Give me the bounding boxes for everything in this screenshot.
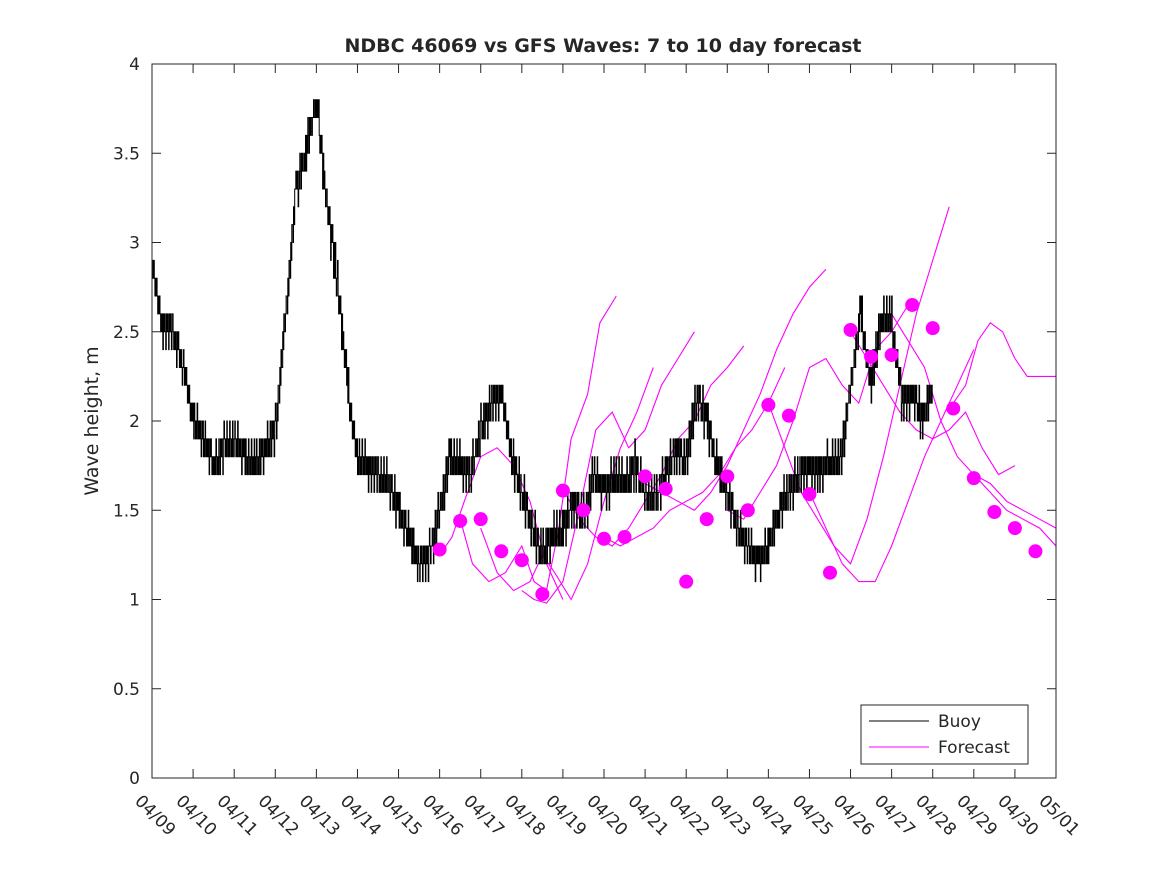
forecast-line (973, 474, 1056, 547)
chart-title: NDBC 46069 vs GFS Waves: 7 to 10 day for… (344, 35, 861, 57)
forecast-point (514, 553, 529, 568)
forecast-point (823, 565, 837, 580)
forecast-line (850, 331, 1016, 476)
forecast-line (480, 367, 654, 601)
forecast-line (603, 367, 786, 547)
forecast-point (966, 471, 981, 486)
buoy-line (152, 99, 933, 583)
y-tick-label: 1 (129, 591, 140, 611)
forecast-point (905, 297, 920, 312)
forecast-point (473, 512, 488, 527)
legend-label: Buoy (938, 712, 981, 732)
forecast-point (555, 483, 570, 498)
y-tick-label: 0.5 (113, 680, 140, 700)
forecast-point (720, 469, 735, 484)
forecast-point (740, 503, 755, 518)
forecast-point (576, 503, 591, 518)
forecast-point (638, 469, 653, 484)
forecast-point (432, 542, 447, 557)
forecast-point (987, 505, 1002, 520)
forecast-point (925, 321, 940, 336)
forecast-point (781, 408, 796, 423)
forecast-point (864, 349, 879, 364)
forecast-point (699, 512, 714, 527)
legend-box (860, 704, 1029, 765)
y-tick-label: 1.5 (113, 501, 140, 521)
forecast-point (617, 530, 632, 545)
forecast-line (459, 295, 617, 592)
y-axis-label: Wave height, m (81, 346, 103, 495)
forecast-point (946, 401, 961, 416)
plot-area (152, 99, 1056, 604)
forecast-point (802, 487, 817, 502)
forecast-point (494, 544, 509, 559)
y-tick-label: 2.5 (113, 323, 140, 343)
legend-label: Forecast (938, 738, 1010, 758)
forecast-point (597, 531, 611, 546)
plot-series (152, 99, 1056, 604)
forecast-point (1007, 521, 1022, 536)
forecast-point (884, 347, 899, 362)
forecast-point (535, 587, 550, 602)
forecast-point (658, 481, 673, 496)
forecast-line (644, 268, 827, 511)
forecast-point (1028, 544, 1043, 559)
forecast-point (761, 397, 776, 412)
y-tick-label: 3.5 (113, 144, 140, 164)
forecast-point (453, 513, 468, 528)
forecast-line (952, 322, 1056, 404)
forecast-line (521, 331, 695, 604)
forecast-point (843, 322, 858, 337)
y-tick-label: 0 (129, 769, 140, 789)
y-tick-label: 4 (129, 55, 140, 75)
forecast-point (679, 574, 694, 589)
y-tick-label: 2 (129, 412, 140, 432)
legend: Buoy Forecast (860, 704, 1029, 765)
y-tick-label: 3 (129, 234, 140, 254)
